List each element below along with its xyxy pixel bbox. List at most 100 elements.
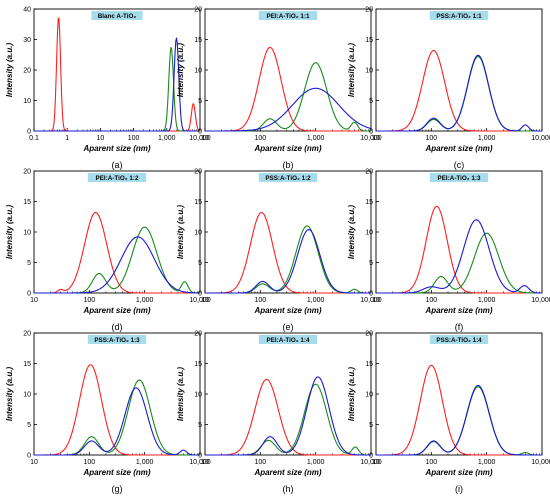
x-tick-label: 10,000 (360, 135, 382, 142)
panel-label: (a) (112, 160, 123, 170)
y-tick-label: 10 (194, 68, 202, 75)
x-axis-label: Aparent size (nm) (253, 468, 321, 477)
y-tick-label: 0 (369, 453, 373, 460)
x-tick-label: 10 (97, 135, 105, 142)
x-axis-label: Aparent size (nm) (82, 306, 150, 315)
y-tick-label: 20 (23, 169, 31, 176)
y-tick-label: 10 (365, 68, 373, 75)
y-tick-label: 10 (194, 392, 202, 399)
series-line-blue (205, 229, 371, 294)
y-tick-label: 10 (23, 392, 31, 399)
panel-label: (e) (283, 322, 294, 332)
x-tick-label: 100 (128, 135, 140, 142)
panel-label: (c) (454, 160, 465, 170)
y-tick-label: 10 (194, 230, 202, 237)
y-tick-label: 5 (198, 422, 202, 429)
chart-title: PSS:A-TiO₂ 1:2 (265, 175, 311, 182)
x-tick-label: 1,000 (307, 459, 325, 466)
panel-label: (b) (283, 160, 294, 170)
series-line-blue (34, 37, 200, 132)
chart-title-box (258, 335, 318, 344)
y-tick-label: 5 (369, 422, 373, 429)
y-tick-label: 10 (365, 392, 373, 399)
y-tick-label: 20 (365, 331, 373, 338)
plot-frame (375, 8, 543, 132)
x-tick-label: 1,000 (307, 135, 325, 142)
y-tick-label: 20 (365, 169, 373, 176)
y-tick-label: 5 (27, 260, 31, 267)
y-tick-label: 15 (365, 199, 373, 206)
x-tick-label: 100 (83, 297, 95, 304)
x-tick-label: 1,000 (307, 297, 325, 304)
y-tick-label: 5 (369, 260, 373, 267)
y-tick-label: 15 (365, 361, 373, 368)
y-tick-label: 0 (369, 129, 373, 136)
y-tick-label: 0 (27, 129, 31, 136)
x-axis-label: Aparent size (nm) (82, 144, 150, 153)
chart-title: PEI:A-TiO₂ 1:1 (267, 13, 310, 20)
x-tick-label: 10 (372, 297, 380, 304)
chart-title: PEI:A-TiO₂ 1:4 (267, 337, 310, 344)
chart-title: PEI:A-TiO₂ 1:3 (438, 175, 481, 182)
y-tick-label: 20 (23, 68, 31, 75)
panel-label: (f) (455, 322, 464, 332)
chart-title-box (87, 335, 147, 344)
y-tick-label: 10 (365, 230, 373, 237)
chart-title-box (429, 335, 489, 344)
series-line-blue (376, 384, 542, 456)
y-tick-label: 15 (23, 361, 31, 368)
y-axis-label: Intensity (a.u.) (176, 43, 185, 98)
series-line-red (376, 205, 542, 294)
x-tick-label: 10 (201, 459, 209, 466)
y-tick-label: 15 (194, 361, 202, 368)
chart-title-box (91, 11, 143, 20)
x-tick-label: 10,000 (189, 297, 211, 304)
x-tick-label: 10 (201, 135, 209, 142)
series-line-green (376, 56, 542, 132)
y-axis-label: Intensity (a.u.) (5, 367, 14, 422)
chart-title: Blanc A-TiO₂ (98, 13, 137, 20)
x-tick-label: 1,000 (136, 459, 154, 466)
y-tick-label: 5 (27, 422, 31, 429)
y-tick-label: 20 (194, 169, 202, 176)
series-line-blue (205, 376, 371, 456)
y-tick-label: 0 (198, 453, 202, 460)
plot-frame (375, 170, 543, 294)
x-tick-label: 10 (30, 297, 38, 304)
x-tick-label: 100 (425, 135, 437, 142)
chart-title-box (429, 173, 489, 182)
x-tick-label: 100 (425, 297, 437, 304)
y-axis-label: Intensity (a.u.) (347, 367, 356, 422)
series-line-blue (376, 219, 542, 294)
y-tick-label: 0 (27, 291, 31, 298)
y-tick-label: 5 (369, 98, 373, 105)
y-tick-label: 5 (198, 260, 202, 267)
x-tick-label: 1,000 (478, 459, 496, 466)
chart-title: PSS:A-TiO₂ 1:1 (436, 13, 482, 20)
y-tick-label: 20 (23, 331, 31, 338)
chart-title: PEI:A-TiO₂ 1:2 (96, 175, 139, 182)
y-tick-label: 40 (23, 7, 31, 14)
y-tick-label: 0 (198, 129, 202, 136)
x-tick-label: 10,000 (531, 135, 550, 142)
x-tick-label: 10,000 (531, 459, 550, 466)
x-tick-label: 10,000 (189, 459, 211, 466)
plot-frame (375, 332, 543, 456)
x-axis-label: Aparent size (nm) (253, 306, 321, 315)
x-axis-label: Aparent size (nm) (424, 306, 492, 315)
x-tick-label: 1,000 (136, 297, 154, 304)
x-tick-label: 100 (254, 459, 266, 466)
chart-title-box (258, 173, 318, 182)
x-tick-label: 1 (65, 135, 69, 142)
panel-label: (d) (112, 322, 123, 332)
chart-title-box (258, 11, 318, 20)
x-tick-label: 100 (254, 297, 266, 304)
x-axis-label: Aparent size (nm) (424, 468, 492, 477)
y-tick-label: 10 (23, 98, 31, 105)
x-axis-label: Aparent size (nm) (82, 468, 150, 477)
x-tick-label: 10 (372, 459, 380, 466)
